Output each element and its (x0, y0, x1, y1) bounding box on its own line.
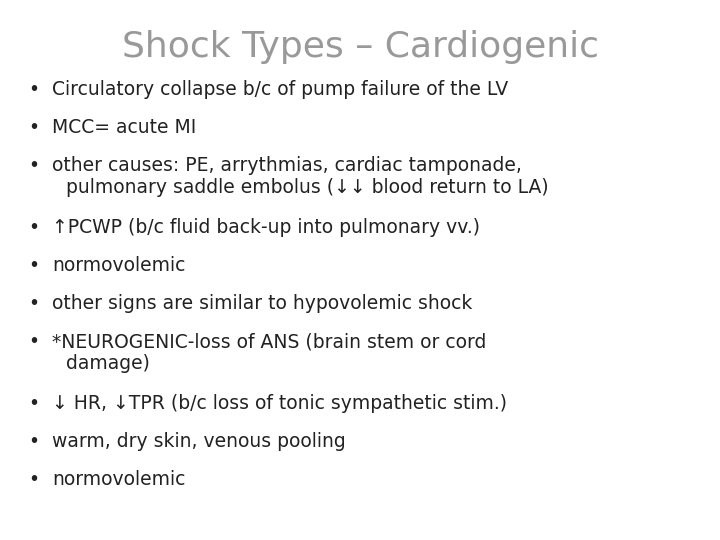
Text: Shock Types – Cardiogenic: Shock Types – Cardiogenic (122, 30, 598, 64)
Text: other signs are similar to hypovolemic shock: other signs are similar to hypovolemic s… (52, 294, 472, 313)
Text: pulmonary saddle embolus (↓↓ blood return to LA): pulmonary saddle embolus (↓↓ blood retur… (66, 178, 549, 197)
Text: •: • (28, 80, 39, 99)
Text: •: • (28, 332, 39, 351)
Text: •: • (28, 294, 39, 313)
Text: •: • (28, 470, 39, 489)
Text: •: • (28, 394, 39, 413)
Text: other causes: PE, arrythmias, cardiac tamponade,: other causes: PE, arrythmias, cardiac ta… (52, 156, 522, 175)
Text: Circulatory collapse b/c of pump failure of the LV: Circulatory collapse b/c of pump failure… (52, 80, 508, 99)
Text: MCC= acute MI: MCC= acute MI (52, 118, 197, 137)
Text: •: • (28, 156, 39, 175)
Text: •: • (28, 256, 39, 275)
Text: ↓ HR, ↓TPR (b/c loss of tonic sympathetic stim.): ↓ HR, ↓TPR (b/c loss of tonic sympatheti… (52, 394, 507, 413)
Text: •: • (28, 118, 39, 137)
Text: normovolemic: normovolemic (52, 256, 185, 275)
Text: •: • (28, 432, 39, 451)
Text: ↑PCWP (b/c fluid back-up into pulmonary vv.): ↑PCWP (b/c fluid back-up into pulmonary … (52, 218, 480, 237)
Text: warm, dry skin, venous pooling: warm, dry skin, venous pooling (52, 432, 346, 451)
Text: damage): damage) (66, 354, 150, 373)
Text: •: • (28, 218, 39, 237)
Text: normovolemic: normovolemic (52, 470, 185, 489)
Text: *NEUROGENIC-loss of ANS (brain stem or cord: *NEUROGENIC-loss of ANS (brain stem or c… (52, 332, 487, 351)
